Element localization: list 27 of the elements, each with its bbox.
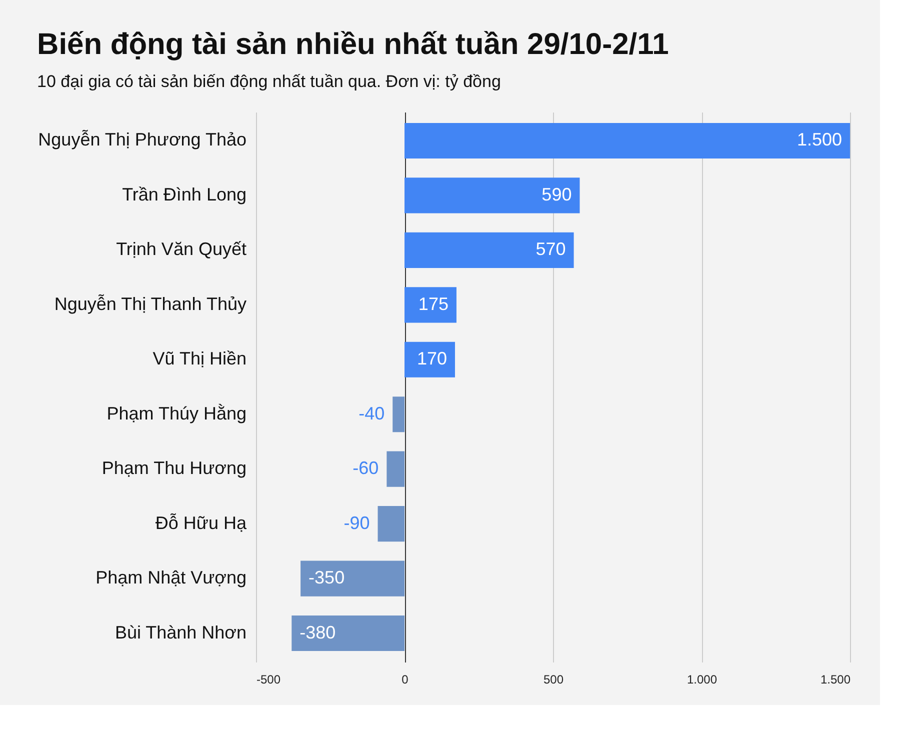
data-label: -350 [308, 568, 345, 588]
y-tick-label: Vũ Thị Hiền [152, 348, 246, 369]
chart-subtitle: 10 đại gia có tài sản biến động nhất tuần qua. Đơn vị: tỷ đồng [37, 72, 501, 91]
y-tick-label: Bùi Thành Nhơn [114, 622, 246, 642]
data-label: 170 [416, 348, 447, 369]
data-label: -380 [300, 622, 336, 642]
y-tick-label: Phạm Nhật Vượng [96, 568, 246, 588]
y-tick-label: Trần Đình Long [122, 184, 246, 204]
chart-title: Biến động tài sản nhiều nhất tuần 29/10-2/11 [37, 28, 669, 61]
data-label: -60 [352, 458, 379, 478]
x-tick-label: 1.000 [686, 672, 718, 686]
y-tick-label: Đỗ Hữu Hạ [155, 512, 248, 533]
x-tick-label: 1.500 [820, 672, 851, 686]
data-label: 1.500 [796, 130, 842, 150]
x-tick-label: 500 [543, 672, 564, 686]
x-tick-label: -500 [256, 672, 281, 686]
data-label: 570 [536, 239, 566, 260]
y-tick-label: Phạm Thúy Hằng [106, 403, 246, 424]
data-label: 590 [542, 184, 572, 204]
y-tick-label: Nguyễn Thị Thanh Thủy [54, 294, 246, 314]
x-tick-label: 0 [402, 672, 409, 686]
y-tick-label: Nguyễn Thị Phương Thảo [38, 130, 246, 150]
y-tick-label: Trịnh Văn Quyết [116, 239, 246, 260]
data-label: -40 [358, 403, 385, 424]
data-label: 175 [418, 294, 448, 314]
data-label: -90 [344, 512, 370, 533]
y-tick-label: Phạm Thu Hương [102, 458, 246, 478]
